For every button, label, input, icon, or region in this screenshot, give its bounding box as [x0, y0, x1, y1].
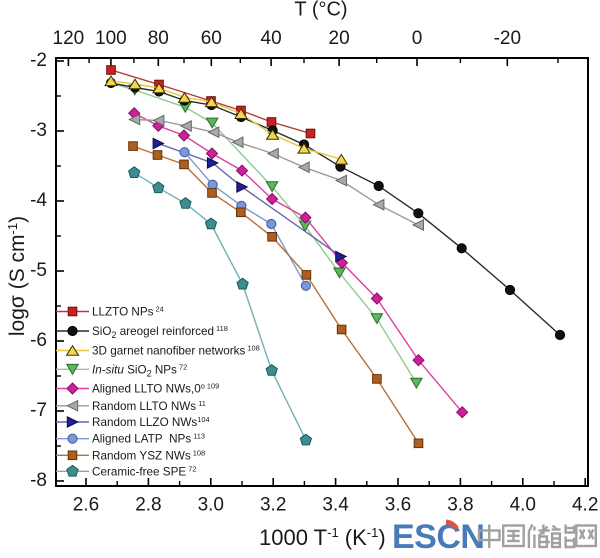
svg-text:120: 120 — [53, 28, 85, 49]
svg-text:logσ (S cm-1): logσ (S cm-1) — [5, 216, 29, 336]
svg-text:3D garnet nanofiber networks 1: 3D garnet nanofiber networks 108 — [92, 344, 260, 358]
svg-text:-6: -6 — [30, 330, 47, 351]
svg-text:3.6: 3.6 — [385, 495, 411, 516]
svg-text:4.2: 4.2 — [572, 495, 598, 516]
svg-text:-2: -2 — [30, 50, 47, 71]
svg-text:2.6: 2.6 — [73, 495, 99, 516]
svg-text:0: 0 — [412, 28, 423, 49]
svg-text:-8: -8 — [30, 470, 47, 491]
svg-text:3.2: 3.2 — [260, 495, 286, 516]
svg-text:Aligned LATP NPs 113: Aligned LATP NPs 113 — [92, 432, 205, 446]
svg-text:LLZTO NPs 24: LLZTO NPs 24 — [92, 305, 164, 319]
svg-text:1000 T-1 (K-1): 1000 T-1 (K-1) — [259, 525, 386, 550]
svg-text:In-situ SiO2​ NPs 72: In-situ SiO2​ NPs 72 — [92, 362, 187, 378]
svg-text:ESCN: ESCN — [392, 518, 484, 553]
svg-text:SiO2​ areogel reinforced 118: SiO2​ areogel reinforced 118 — [92, 324, 228, 340]
svg-text:-20: -20 — [494, 28, 521, 49]
svg-text:-5: -5 — [30, 260, 47, 281]
svg-text:-7: -7 — [30, 400, 47, 421]
svg-text:100: 100 — [95, 28, 127, 49]
svg-text:4.0: 4.0 — [510, 495, 536, 516]
svg-text:-3: -3 — [30, 120, 47, 141]
svg-text:3.8: 3.8 — [447, 495, 473, 516]
svg-text:80: 80 — [148, 28, 169, 49]
svg-text:Aligned LLTO NWs,0o 109: Aligned LLTO NWs,0o 109 — [92, 382, 219, 396]
svg-text:-4: -4 — [30, 190, 47, 211]
svg-text:Random LLTO NWs 11: Random LLTO NWs 11 — [92, 399, 206, 413]
svg-text:Ceramic-free SPE 72: Ceramic-free SPE 72 — [92, 464, 196, 478]
svg-text:20: 20 — [329, 28, 350, 49]
svg-text:2.8: 2.8 — [135, 495, 161, 516]
svg-text:3.0: 3.0 — [198, 495, 224, 516]
svg-text:60: 60 — [201, 28, 222, 49]
svg-text:Random LLZO NWs104: Random LLZO NWs104 — [92, 415, 210, 429]
svg-text:40: 40 — [261, 28, 282, 49]
svg-text:Random YSZ NWs 108: Random YSZ NWs 108 — [92, 448, 205, 462]
svg-text:3.4: 3.4 — [322, 495, 349, 516]
svg-text:T (°C): T (°C) — [294, 0, 347, 21]
